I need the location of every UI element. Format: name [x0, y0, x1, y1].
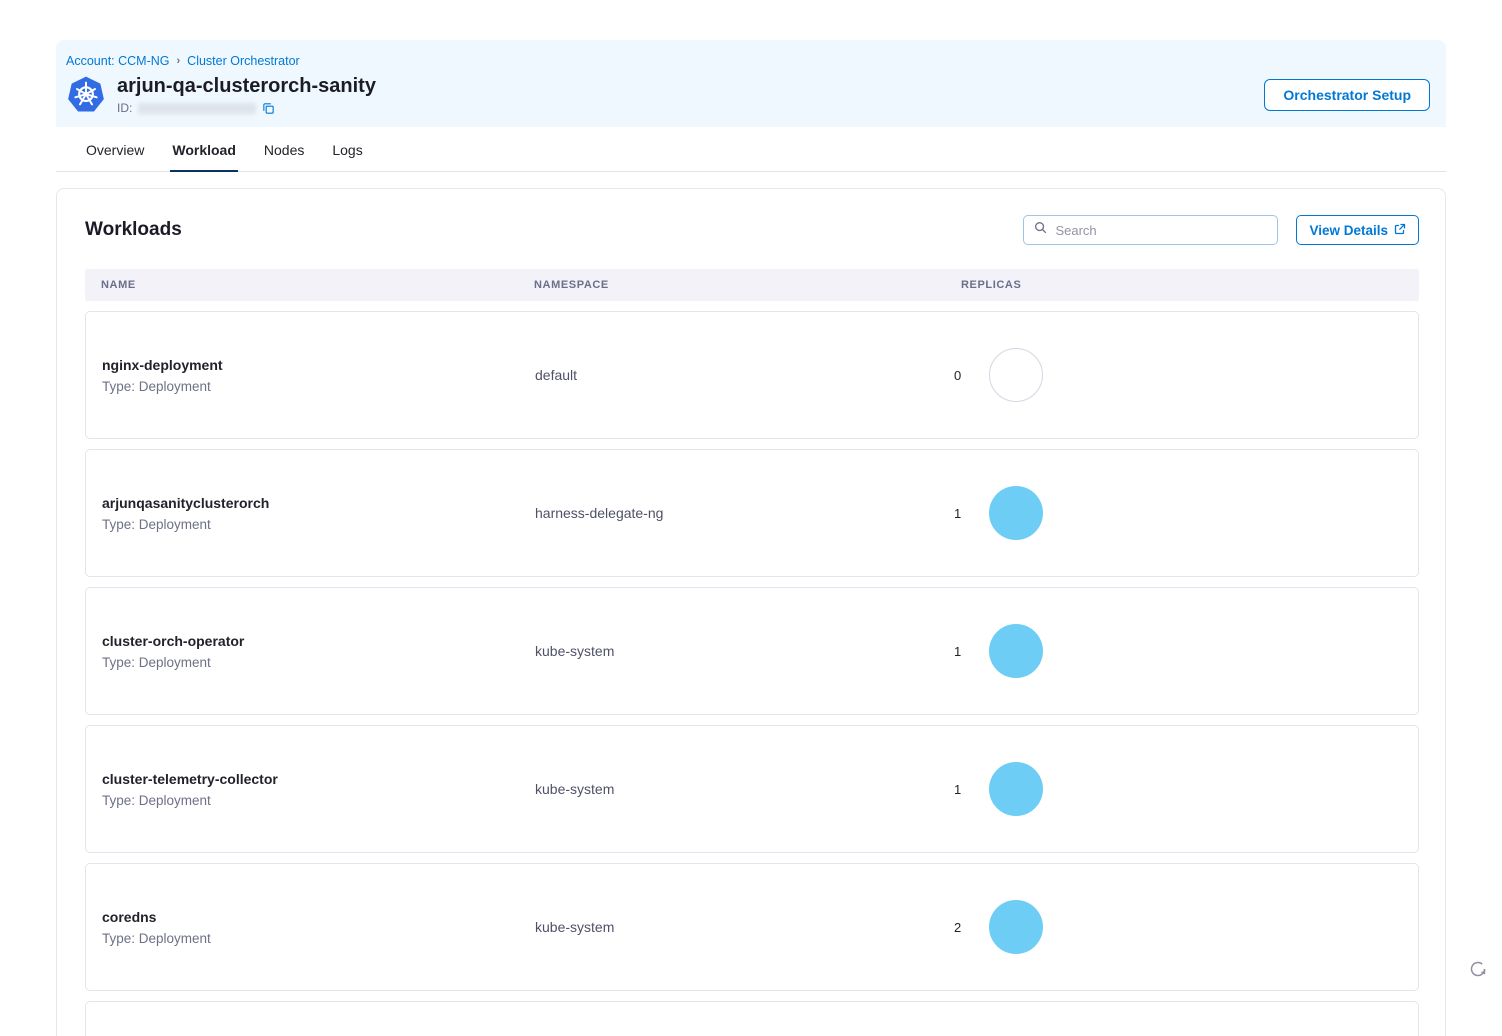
workload-type: Type: Deployment — [102, 930, 211, 946]
workload-name: coredns — [102, 908, 157, 925]
view-details-button[interactable]: View Details — [1296, 215, 1419, 245]
replica-count: 1 — [954, 781, 962, 797]
breadcrumb-section-link[interactable]: Cluster Orchestrator — [187, 54, 300, 68]
replica-status-circle — [989, 348, 1043, 402]
workload-replicas-cell: 0 — [946, 348, 1418, 402]
workload-name: arjunqasanityclusterorch — [102, 494, 270, 511]
copy-icon[interactable] — [262, 102, 275, 115]
table-row[interactable]: cluster-telemetry-collector Type: Deploy… — [85, 725, 1419, 853]
breadcrumb-separator: › — [176, 55, 181, 67]
kubernetes-icon — [66, 75, 106, 115]
column-header-name: NAME — [101, 279, 136, 291]
replica-status-circle — [989, 486, 1043, 540]
replica-count: 1 — [954, 643, 962, 659]
page-header: Account: CCM-NG › Cluster Orchestrator — [56, 40, 1446, 127]
entity-id-line: ID: — [117, 101, 376, 115]
column-header-namespace: NAMESPACE — [534, 279, 609, 291]
table-row[interactable]: coredns Type: Deployment kube-system 2 — [85, 863, 1419, 991]
search-box[interactable] — [1023, 215, 1279, 245]
tab[interactable]: Logs — [330, 127, 364, 172]
replica-status-circle — [989, 624, 1043, 678]
workload-namespace: harness-delegate-ng — [535, 505, 664, 521]
table-row[interactable]: cluster-orch-operator Type: Deployment k… — [85, 587, 1419, 715]
table-header: NAME NAMESPACE REPLICAS — [85, 269, 1419, 301]
workload-type: Type: Deployment — [102, 516, 211, 532]
search-input[interactable] — [1055, 222, 1268, 238]
cluster-orchestrator-app: Account: CCM-NG › Cluster Orchestrator — [56, 40, 1446, 1036]
table-row-partial[interactable] — [85, 1001, 1419, 1036]
external-link-icon — [1394, 223, 1406, 238]
workload-name-cell: cluster-orch-operator Type: Deployment — [86, 633, 519, 670]
replica-count: 2 — [954, 919, 962, 935]
workload-namespace: default — [535, 367, 578, 383]
id-redacted-value — [138, 102, 257, 114]
tab[interactable]: Nodes — [262, 127, 306, 172]
workload-name: cluster-telemetry-collector — [102, 770, 278, 787]
workload-namespace: kube-system — [535, 781, 615, 797]
workload-replicas-cell: 1 — [946, 762, 1418, 816]
tab-label: Logs — [332, 142, 363, 158]
page-title: arjun-qa-clusterorch-sanity — [117, 75, 376, 97]
table-row[interactable]: nginx-deployment Type: Deployment defaul… — [85, 311, 1419, 439]
workload-namespace: kube-system — [535, 643, 615, 659]
workload-type: Type: Deployment — [102, 378, 211, 394]
table-body: nginx-deployment Type: Deployment defaul… — [85, 311, 1419, 991]
workload-type: Type: Deployment — [102, 792, 211, 808]
chat-icon[interactable] — [1468, 960, 1490, 982]
search-icon — [1034, 221, 1047, 239]
tab-label: Workload — [172, 142, 236, 158]
tab[interactable]: Workload — [170, 127, 238, 172]
id-label: ID: — [117, 101, 133, 115]
breadcrumb-account-link[interactable]: Account: CCM-NG — [66, 54, 170, 68]
breadcrumb: Account: CCM-NG › Cluster Orchestrator — [66, 54, 1438, 68]
tab[interactable]: Overview — [84, 127, 146, 172]
workload-namespace: kube-system — [535, 919, 615, 935]
workload-type: Type: Deployment — [102, 654, 211, 670]
workload-replicas-cell: 1 — [946, 486, 1418, 540]
orchestrator-setup-button[interactable]: Orchestrator Setup — [1264, 78, 1430, 111]
replica-status-circle — [989, 762, 1043, 816]
workloads-panel: Workloads View Details — [56, 188, 1446, 1036]
tab-bar: Overview Workload Nodes Logs — [56, 127, 1446, 172]
workload-name-cell: nginx-deployment Type: Deployment — [86, 357, 519, 394]
workload-name-cell: coredns Type: Deployment — [86, 909, 519, 946]
tab-label: Nodes — [263, 142, 305, 158]
workload-name: cluster-orch-operator — [102, 632, 245, 649]
table-row[interactable]: arjunqasanityclusterorch Type: Deploymen… — [85, 449, 1419, 577]
column-header-replicas: REPLICAS — [961, 279, 1022, 291]
replica-count: 1 — [954, 505, 962, 521]
workloads-heading: Workloads — [85, 219, 182, 240]
workload-name: nginx-deployment — [102, 356, 223, 373]
tab-label: Overview — [86, 142, 145, 158]
workload-replicas-cell: 2 — [946, 900, 1418, 954]
replica-count: 0 — [954, 367, 962, 383]
workload-replicas-cell: 1 — [946, 624, 1418, 678]
view-details-label: View Details — [1309, 222, 1388, 238]
replica-status-circle — [989, 900, 1043, 954]
workload-name-cell: arjunqasanityclusterorch Type: Deploymen… — [86, 495, 519, 532]
workload-name-cell: cluster-telemetry-collector Type: Deploy… — [86, 771, 519, 808]
